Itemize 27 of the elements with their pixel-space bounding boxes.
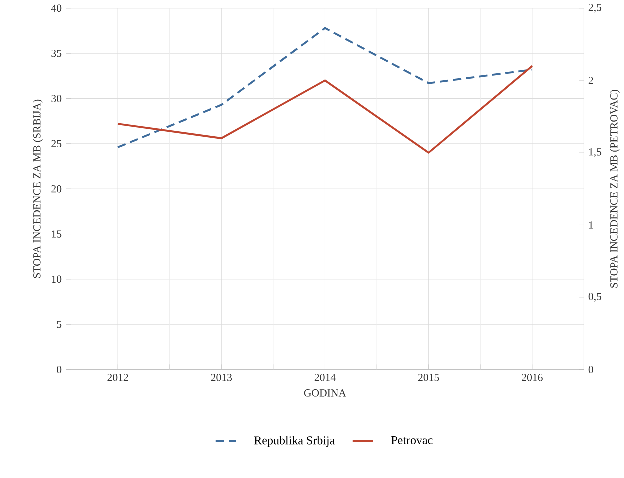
y-tick-label: 25 — [52, 140, 62, 148]
y-axis-title: STOPA INCEDENCE ZA MB (SRBIJA) — [33, 100, 43, 278]
y-tick-label: 10 — [52, 276, 62, 283]
y2-tick-label: 0,5 — [588, 292, 602, 302]
y2-axis-title: STOPA INCEDENCE ZA MB (PETROVAC) — [610, 90, 620, 288]
y2-tick-label: 0 — [588, 366, 594, 374]
y-tick-label: 35 — [52, 50, 62, 58]
y-tick-label: 30 — [52, 95, 62, 102]
x-tick-label: 2015 — [418, 374, 440, 382]
x-tick-label: 2013 — [211, 374, 232, 382]
x-tick-label: 2012 — [108, 374, 128, 382]
y-tick-label: 20 — [52, 185, 62, 193]
y2-tick-label: 1,5 — [589, 148, 602, 158]
y-tick-label: 0 — [57, 366, 62, 374]
legend-label: Petrovac — [391, 436, 433, 444]
y2-tick-label: 1 — [589, 222, 594, 229]
y2-tick-label: 2 — [588, 77, 594, 84]
y-tick-label: 15 — [52, 230, 62, 238]
y-tick-label: 5 — [57, 320, 62, 328]
x-axis-title: GODINA — [304, 389, 346, 397]
line-series — [117, 27, 534, 148]
x-tick-label: 2016 — [522, 374, 543, 382]
legend-label: Republika Srbija — [254, 436, 335, 448]
y2-tick-label: 2,5 — [588, 4, 602, 13]
y-tick-label: 40 — [51, 4, 62, 12]
line-series — [117, 65, 534, 154]
x-tick-label: 2014 — [314, 374, 336, 382]
